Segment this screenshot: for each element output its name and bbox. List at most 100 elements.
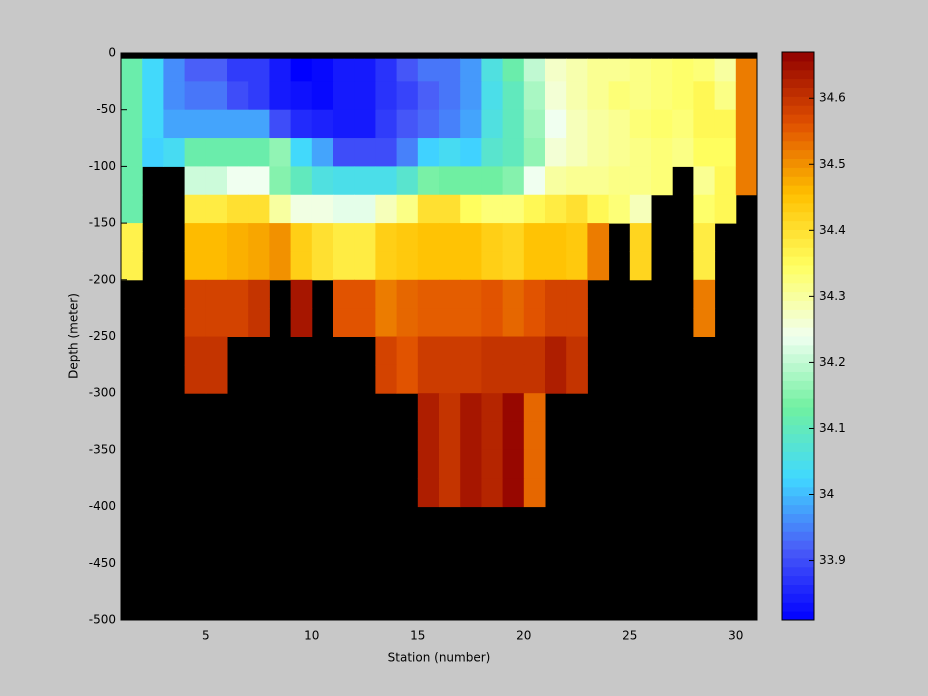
colorbar-swatch [782,433,814,443]
cell [566,251,588,281]
cell [545,81,567,111]
colorbar-swatch [782,247,814,257]
y-tick-label: -50 [96,102,116,116]
cell [248,251,270,281]
cell [481,194,504,224]
cell [227,138,249,167]
cell [417,279,440,309]
colorbar-swatch [782,131,814,142]
colorbar-swatch [782,495,814,506]
cell [417,251,440,281]
cell [693,58,716,82]
cell [693,279,716,309]
colorbar-swatch [782,256,814,266]
cell [439,223,461,252]
cell [417,364,440,394]
colorbar-swatch [782,123,814,133]
cell [460,478,482,508]
cell [545,166,567,196]
cell [523,166,546,196]
cell [439,81,461,111]
cell [439,449,461,479]
cell [354,223,376,252]
cell [163,81,186,111]
cell [290,308,313,337]
cell [311,138,334,167]
colorbar-swatch [782,229,814,239]
colorbar-tick-label: 34.1 [819,421,846,435]
cell [396,58,419,82]
cell [523,58,546,82]
cell [121,223,143,252]
colorbar-tick-label: 34.4 [819,223,846,237]
cell [460,166,482,196]
cell [248,58,270,82]
cell [502,279,525,309]
cell [184,138,207,167]
cell [566,279,588,309]
colorbar-swatch [782,194,814,204]
cell [545,251,567,281]
cell [502,58,525,82]
cell [121,194,143,224]
cell [545,364,567,394]
cell [566,81,588,111]
cell [290,166,313,196]
cell [714,138,737,167]
colorbar-swatch [782,371,814,381]
cell [502,336,525,366]
cell [523,364,546,394]
y-tick-label: -300 [89,386,116,400]
cell [608,138,631,167]
cell [121,81,143,111]
cell [311,58,334,82]
colorbar-swatch [782,309,814,319]
cell [460,336,482,366]
cell [396,223,419,252]
cell [629,166,652,196]
cell [439,58,461,82]
cell [248,109,270,139]
cell [375,336,398,366]
cell [502,109,525,139]
colorbar-swatch [782,176,814,186]
cell [205,194,228,224]
cell [523,393,546,423]
cell [523,336,546,366]
cell [184,223,207,252]
colorbar-swatch [782,300,814,310]
colorbar-swatch [782,158,814,168]
cell [375,58,398,82]
colorbar-swatch [782,238,814,248]
cell [439,478,461,508]
cell [672,58,694,82]
cell [481,308,504,337]
cell [439,251,461,281]
cell [142,109,164,139]
cell [333,194,355,224]
cell [651,138,673,167]
colorbar-swatch [782,185,814,195]
cell [439,336,461,366]
cell [735,166,758,196]
colorbar-swatch [782,114,814,124]
colorbar-swatch [782,531,814,541]
cell [566,364,588,394]
colorbar-swatch [782,478,814,488]
cell [333,138,355,167]
cell [354,109,376,139]
cell [545,58,567,82]
cell [269,166,292,196]
cell [205,364,228,394]
cell [693,223,716,252]
cell [375,138,398,167]
colorbar-swatch [782,52,814,62]
cell [439,194,461,224]
cell [227,251,249,281]
cell [481,251,504,281]
cell [375,279,398,309]
cell [735,109,758,139]
cell [269,109,292,139]
cell [608,81,631,111]
cell [523,194,546,224]
